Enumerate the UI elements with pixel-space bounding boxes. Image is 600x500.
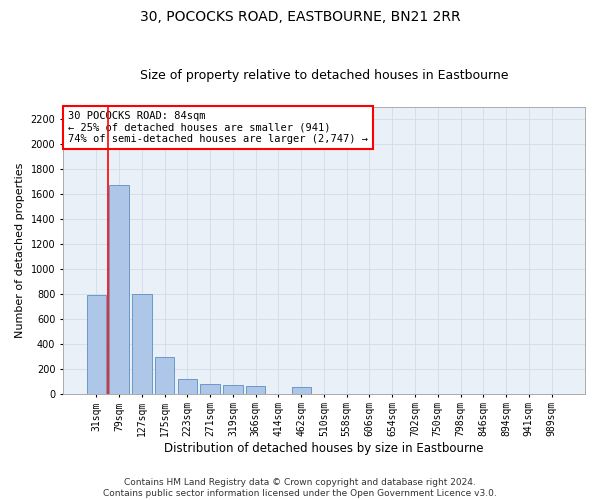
- Bar: [178, 378, 197, 394]
- Text: 30, POCOCKS ROAD, EASTBOURNE, BN21 2RR: 30, POCOCKS ROAD, EASTBOURNE, BN21 2RR: [140, 10, 460, 24]
- Bar: [109, 186, 129, 394]
- Text: Contains HM Land Registry data © Crown copyright and database right 2024.
Contai: Contains HM Land Registry data © Crown c…: [103, 478, 497, 498]
- Bar: [155, 358, 175, 394]
- Bar: [86, 295, 106, 394]
- Bar: [292, 386, 311, 394]
- Bar: [200, 384, 220, 394]
- Bar: [223, 386, 242, 394]
- X-axis label: Distribution of detached houses by size in Eastbourne: Distribution of detached houses by size …: [164, 442, 484, 455]
- Bar: [132, 294, 152, 394]
- Bar: [246, 386, 265, 394]
- Text: 30 POCOCKS ROAD: 84sqm
← 25% of detached houses are smaller (941)
74% of semi-de: 30 POCOCKS ROAD: 84sqm ← 25% of detached…: [68, 111, 368, 144]
- Title: Size of property relative to detached houses in Eastbourne: Size of property relative to detached ho…: [140, 69, 508, 82]
- Y-axis label: Number of detached properties: Number of detached properties: [15, 162, 25, 338]
